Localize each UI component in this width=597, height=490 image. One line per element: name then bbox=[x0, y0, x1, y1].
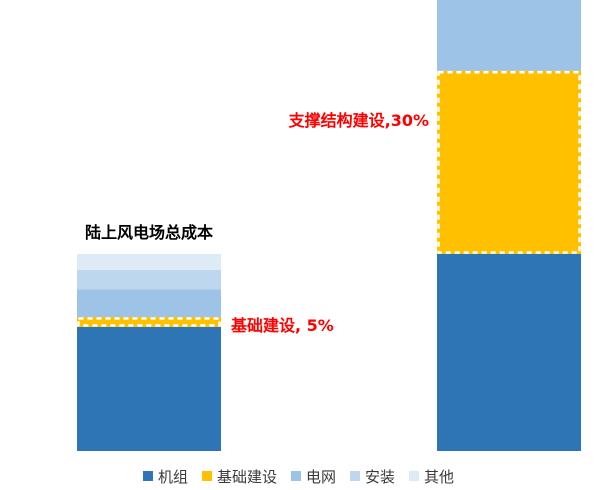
bar-segment-0-1 bbox=[77, 317, 221, 327]
bar-segment-0-4 bbox=[77, 254, 221, 270]
category-label-0: 陆上风电场总成本 bbox=[85, 223, 213, 242]
legend-swatch-1 bbox=[201, 471, 212, 481]
legend-item-2: 电网 bbox=[290, 466, 336, 487]
legend-swatch-2 bbox=[290, 471, 301, 481]
annotation-1: 支撑结构建设,30% bbox=[288, 111, 429, 130]
labels-layer: 陆上风电场总成本海上风电场总成本基础建设, 5%支撑结构建设,30% bbox=[85, 111, 429, 335]
legend-label-0: 机组 bbox=[157, 467, 188, 486]
highlight-outline-0 bbox=[77, 317, 221, 327]
highlight-outline-1 bbox=[437, 71, 581, 254]
bar-segment-0-0 bbox=[77, 326, 221, 451]
legend-swatch-3 bbox=[350, 471, 360, 481]
bars-layer bbox=[77, 0, 581, 451]
legend-swatch-4 bbox=[409, 471, 420, 481]
legend-item-1: 基础建设 bbox=[201, 466, 277, 487]
bar-segment-0-2 bbox=[77, 289, 221, 318]
legend-item-3: 安装 bbox=[350, 466, 395, 487]
annotation-0: 基础建设, 5% bbox=[230, 316, 334, 335]
bar-segment-1-0 bbox=[437, 254, 581, 451]
legend-label-1: 基础建设 bbox=[216, 467, 277, 486]
legend-label-3: 安装 bbox=[365, 467, 396, 486]
legend-item-4: 其他 bbox=[409, 466, 454, 487]
bar-segment-1-2 bbox=[437, 0, 581, 71]
legend-swatch-0 bbox=[142, 471, 153, 481]
legend-label-4: 其他 bbox=[424, 467, 455, 486]
stacked-bar-chart: 陆上风电场总成本海上风电场总成本基础建设, 5%支撑结构建设,30% bbox=[77, 0, 581, 451]
legend-label-2: 电网 bbox=[305, 467, 336, 486]
legend-item-0: 机组 bbox=[142, 466, 188, 487]
bar-segment-0-3 bbox=[77, 269, 221, 290]
legend: 机组 基础建设 电网 安装 其他 bbox=[0, 464, 597, 488]
bar-segment-1-1 bbox=[437, 70, 581, 254]
